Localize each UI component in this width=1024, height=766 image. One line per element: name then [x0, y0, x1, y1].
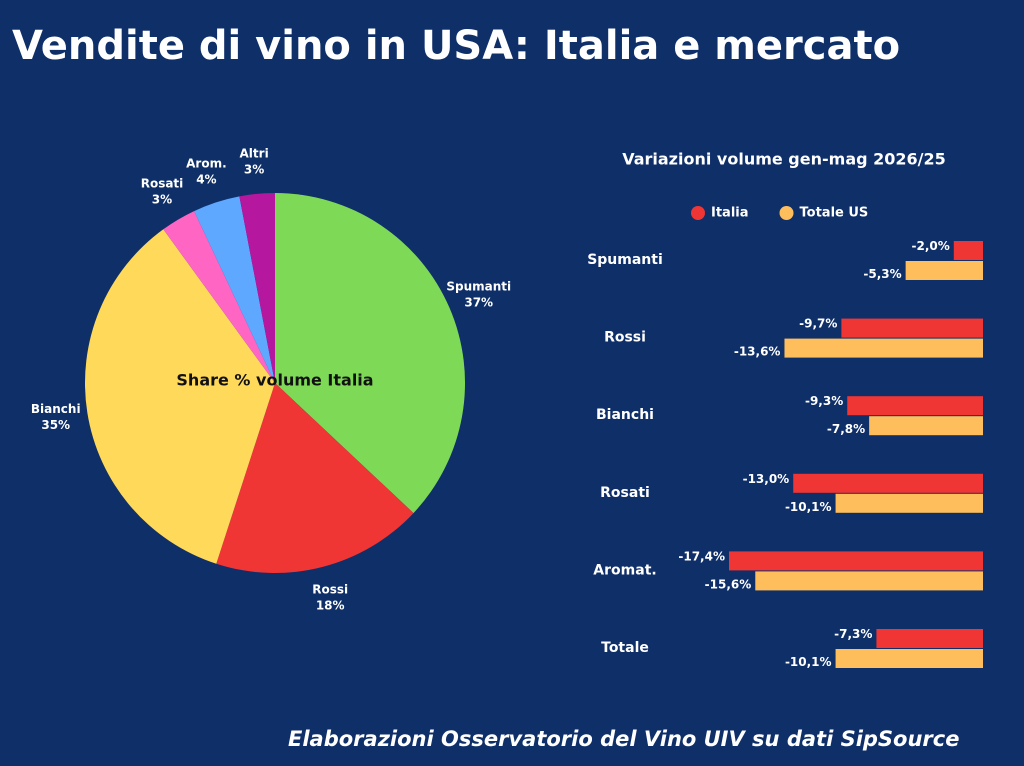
bar-value-label: -13,0% [743, 472, 790, 486]
slice-value: 35% [41, 418, 70, 432]
legend-marker [691, 206, 705, 220]
slice-value: 3% [152, 192, 172, 206]
category-label: Spumanti [587, 252, 663, 268]
legend-label: Italia [711, 206, 749, 221]
bar-value-label: -5,3% [863, 267, 901, 281]
category-label: Bianchi [596, 407, 654, 423]
pie-slice [194, 196, 275, 383]
bar [755, 571, 983, 591]
bar [847, 396, 983, 416]
pie-slice [239, 193, 275, 383]
bar-value-label: -15,6% [705, 577, 752, 591]
slice-value: 18% [316, 599, 345, 613]
bar-value-label: -9,3% [805, 394, 843, 408]
bar [876, 629, 983, 648]
bar-value-label: -9,7% [799, 317, 837, 331]
bar-value-label: -17,4% [678, 549, 725, 563]
page-title: Vendite di vino in USA: Italia e mercato [12, 23, 900, 69]
bar [841, 318, 983, 338]
slice-label: Arom. [186, 156, 227, 170]
bar-value-label: -10,1% [785, 655, 832, 669]
slice-label: Altri [240, 146, 269, 160]
bar-value-label: -13,6% [734, 345, 781, 359]
slice-label: Rossi [312, 583, 348, 597]
chart-title: Variazioni volume gen-mag 2026/25 [622, 150, 946, 169]
category-label: Aromat. [593, 562, 656, 578]
legend-marker [779, 206, 794, 220]
pie-slice [84, 229, 275, 564]
bar [729, 551, 983, 571]
category-label: Totale [601, 640, 649, 656]
pie-slice [216, 383, 414, 573]
category-label: Rossi [604, 330, 646, 346]
bar [835, 493, 983, 513]
slice-label: Spumanti [446, 279, 511, 293]
source-note: Elaborazioni Osservatorio del Vino UIV s… [288, 727, 959, 751]
bar-value-label: -2,0% [912, 239, 950, 253]
bar [905, 261, 983, 280]
bar [953, 241, 983, 260]
slice-label: Bianchi [31, 402, 81, 416]
bar-value-label: -7,8% [827, 422, 865, 436]
slice-value: 3% [244, 162, 264, 176]
pie-slice [163, 211, 275, 383]
slice-value: 37% [464, 295, 493, 309]
bar [793, 473, 983, 493]
pie-title: Share % volume Italia [176, 371, 373, 390]
bar [784, 338, 983, 358]
pie-slice [275, 193, 465, 514]
slice-label: Rosati [141, 176, 184, 190]
slice-value: 4% [196, 172, 216, 186]
bar-value-label: -10,1% [785, 500, 832, 514]
bar [869, 416, 983, 436]
legend-label: Totale US [800, 206, 869, 221]
bar-value-label: -7,3% [834, 627, 872, 641]
bar [835, 649, 983, 668]
category-label: Rosati [600, 485, 650, 501]
